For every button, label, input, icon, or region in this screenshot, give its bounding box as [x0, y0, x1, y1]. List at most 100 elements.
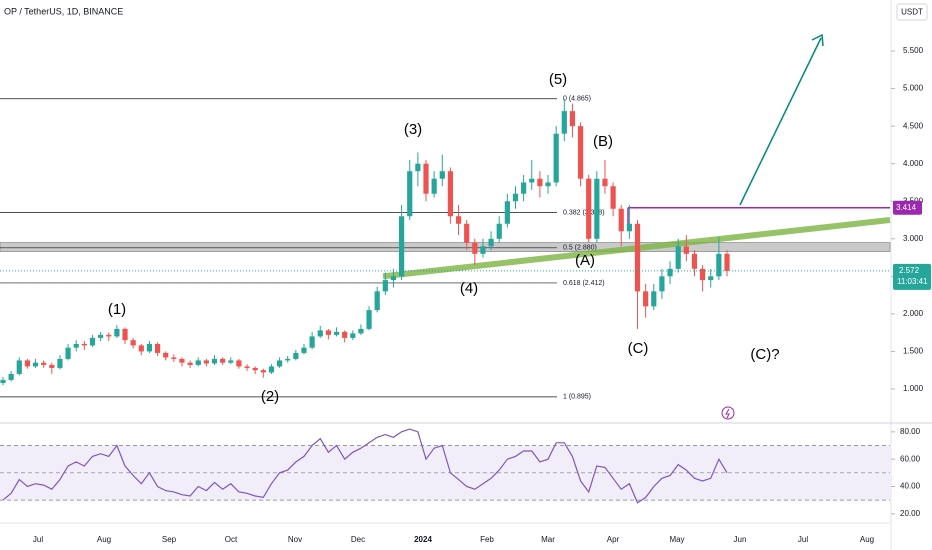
wave-label: (C)? — [750, 346, 779, 363]
candle-body — [16, 360, 22, 374]
candle-body — [220, 358, 226, 363]
candle-body — [455, 216, 462, 224]
y-tick-label: 4.000 — [903, 159, 924, 168]
candle-body — [325, 330, 331, 335]
x-tick-label: Oct — [225, 535, 238, 544]
x-tick-label: Apr — [607, 535, 620, 544]
candle-body — [472, 242, 478, 254]
support-zone — [0, 242, 891, 252]
y-tick-label: 5.500 — [903, 46, 924, 55]
candle-body — [49, 364, 55, 368]
candle-body — [390, 276, 397, 281]
wave-label: (B) — [593, 133, 613, 150]
candle-body — [708, 276, 714, 281]
candle-body — [301, 347, 307, 353]
candle-body — [57, 358, 63, 368]
candle-body — [488, 238, 494, 247]
fib-label: 0.5 (2.880) — [563, 245, 597, 252]
candle-body — [699, 268, 706, 281]
candle-body — [431, 178, 437, 194]
wave-label: (5) — [549, 71, 567, 88]
x-tick-label: Mar — [541, 535, 555, 544]
arrow-shaft — [739, 37, 822, 206]
candle-body — [32, 362, 39, 367]
candle-body — [374, 291, 380, 311]
chart-title: OP / TetherUS, 1D, BINANCE — [4, 6, 123, 16]
wave-label: (A) — [575, 252, 595, 269]
countdown: 11:03:41 — [897, 277, 928, 286]
candle-body — [89, 337, 96, 346]
candle-body — [203, 360, 209, 364]
candle-body — [138, 345, 144, 352]
candle-body — [382, 280, 388, 292]
candle-body — [317, 330, 323, 337]
candle-body — [643, 291, 649, 307]
fib-label: 0 (4.865) — [563, 96, 591, 103]
candle-body — [602, 178, 608, 187]
x-tick-label: Jul — [33, 535, 43, 544]
candle-body — [691, 253, 698, 269]
y-tick-label: 4.500 — [903, 121, 924, 130]
candle-body — [130, 340, 136, 346]
candle-body — [211, 358, 218, 364]
candle-body — [252, 367, 258, 371]
candle-body — [187, 362, 193, 365]
x-tick-label: Aug — [860, 535, 874, 544]
rsi-tick-label: 20.00 — [900, 509, 921, 518]
rsi-tick-label: 60.00 — [900, 454, 921, 463]
x-tick-label: Jul — [798, 535, 808, 544]
candle-body — [276, 360, 283, 367]
candle-body — [399, 216, 405, 277]
x-tick-label: Aug — [97, 535, 111, 544]
candle-body — [350, 333, 356, 338]
currency-box[interactable] — [896, 3, 928, 21]
candle-body — [683, 246, 689, 254]
candle-body — [529, 178, 535, 183]
candle-body — [634, 223, 641, 292]
candle-body — [447, 171, 454, 217]
rsi-tick-label: 40.00 — [900, 482, 921, 491]
x-tick-label: Dec — [351, 535, 365, 544]
candle-body — [0, 379, 6, 383]
candle-body — [415, 163, 421, 172]
last-price-tag — [893, 263, 931, 290]
x-tick-label: May — [669, 535, 684, 544]
candle-body — [366, 310, 372, 329]
candle-body — [521, 182, 527, 194]
candle-body — [407, 171, 413, 217]
event-icon[interactable] — [721, 406, 735, 420]
candle-body — [423, 163, 429, 194]
candle-body — [81, 343, 87, 346]
candle-body — [537, 178, 543, 187]
candle-body — [73, 343, 79, 348]
candle-body — [553, 133, 559, 183]
candle-body — [610, 186, 616, 209]
candle-body — [236, 360, 242, 367]
y-tick-label: 1.500 — [903, 347, 924, 356]
rsi-line — [2, 428, 728, 504]
fib-label: 0.382 (3.348) — [563, 209, 605, 216]
y-tick-label: 5.000 — [903, 84, 924, 93]
x-tick-label: Sep — [162, 535, 177, 544]
candle-body — [464, 223, 470, 243]
wave-label: (4) — [460, 280, 478, 297]
candle-body — [268, 366, 275, 373]
candle-body — [561, 111, 567, 134]
y-tick-label: 1.000 — [903, 384, 924, 393]
candle-body — [260, 370, 266, 373]
candle-body — [626, 223, 632, 232]
candle-body — [171, 357, 177, 359]
wave-label: (1) — [108, 301, 126, 318]
candle-body — [98, 334, 104, 338]
candle-body — [716, 253, 722, 277]
wave-label: (3) — [404, 121, 422, 138]
candle-body — [651, 291, 657, 307]
candle-body — [618, 208, 624, 232]
fib-label: 1 (0.895) — [563, 394, 591, 401]
candle-body — [154, 343, 161, 353]
candle-body — [65, 347, 71, 359]
candle-body — [577, 126, 584, 179]
candle-body — [667, 268, 673, 277]
resistance-label: 3.414 — [896, 203, 917, 212]
